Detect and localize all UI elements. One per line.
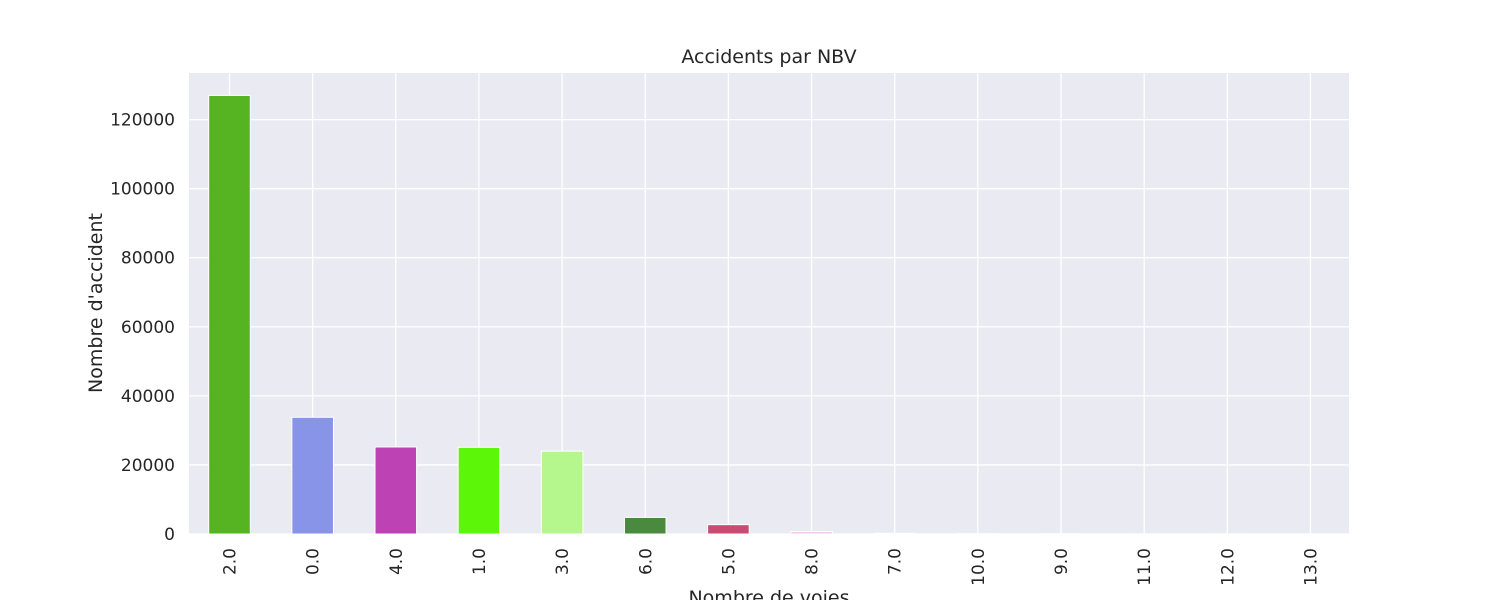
bar-7-0 [873,532,916,535]
bar-5-0 [707,524,750,535]
x-tick-label: 2.0 [221,548,241,575]
y-tick-label: 0 [164,525,175,545]
bar-0-0 [291,416,334,535]
bar-4-0 [374,446,418,535]
bar-3-0 [540,450,584,535]
y-tick-label: 20000 [121,456,175,476]
x-tick-label: 4.0 [387,548,407,575]
y-tick-label: 80000 [121,249,175,269]
x-tick-label: 6.0 [636,548,656,575]
bar-1-0 [457,446,501,535]
x-tick-label: 7.0 [886,548,906,575]
x-tick-label: 3.0 [553,548,573,575]
x-tick-label: 9.0 [1052,548,1072,575]
bar-2-0 [208,94,251,535]
x-tick-labels: 2.0 0.0 4.0 1.0 3.0 6.0 5.0 8.0 7.0 10.0 9.0 11.0 12… [221,548,1322,586]
bars [208,94,1332,535]
x-tick-label: 13.0 [1301,548,1321,586]
y-tick-label: 100000 [110,180,175,200]
x-tick-label: 10.0 [969,548,989,586]
y-tick-label: 40000 [121,387,175,407]
y-axis-label: Nombre d'accident [85,213,107,393]
x-tick-label: 12.0 [1218,548,1238,586]
y-tick-label: 60000 [121,318,175,338]
chart-title: Accidents par NBV [681,46,856,68]
y-tick-labels: 0 20000 40000 60000 80000 100000 120000 [110,111,175,545]
x-tick-label: 5.0 [719,548,739,575]
x-tick-label: 0.0 [304,548,324,575]
y-tick-label: 120000 [110,111,175,131]
bar-8-0 [790,531,833,535]
x-axis-label: Nombre de voies [688,587,849,600]
bar-6-0 [623,516,667,535]
x-tick-label: 1.0 [470,548,490,575]
x-tick-label: 11.0 [1135,548,1155,586]
x-tick-label: 8.0 [803,548,823,575]
